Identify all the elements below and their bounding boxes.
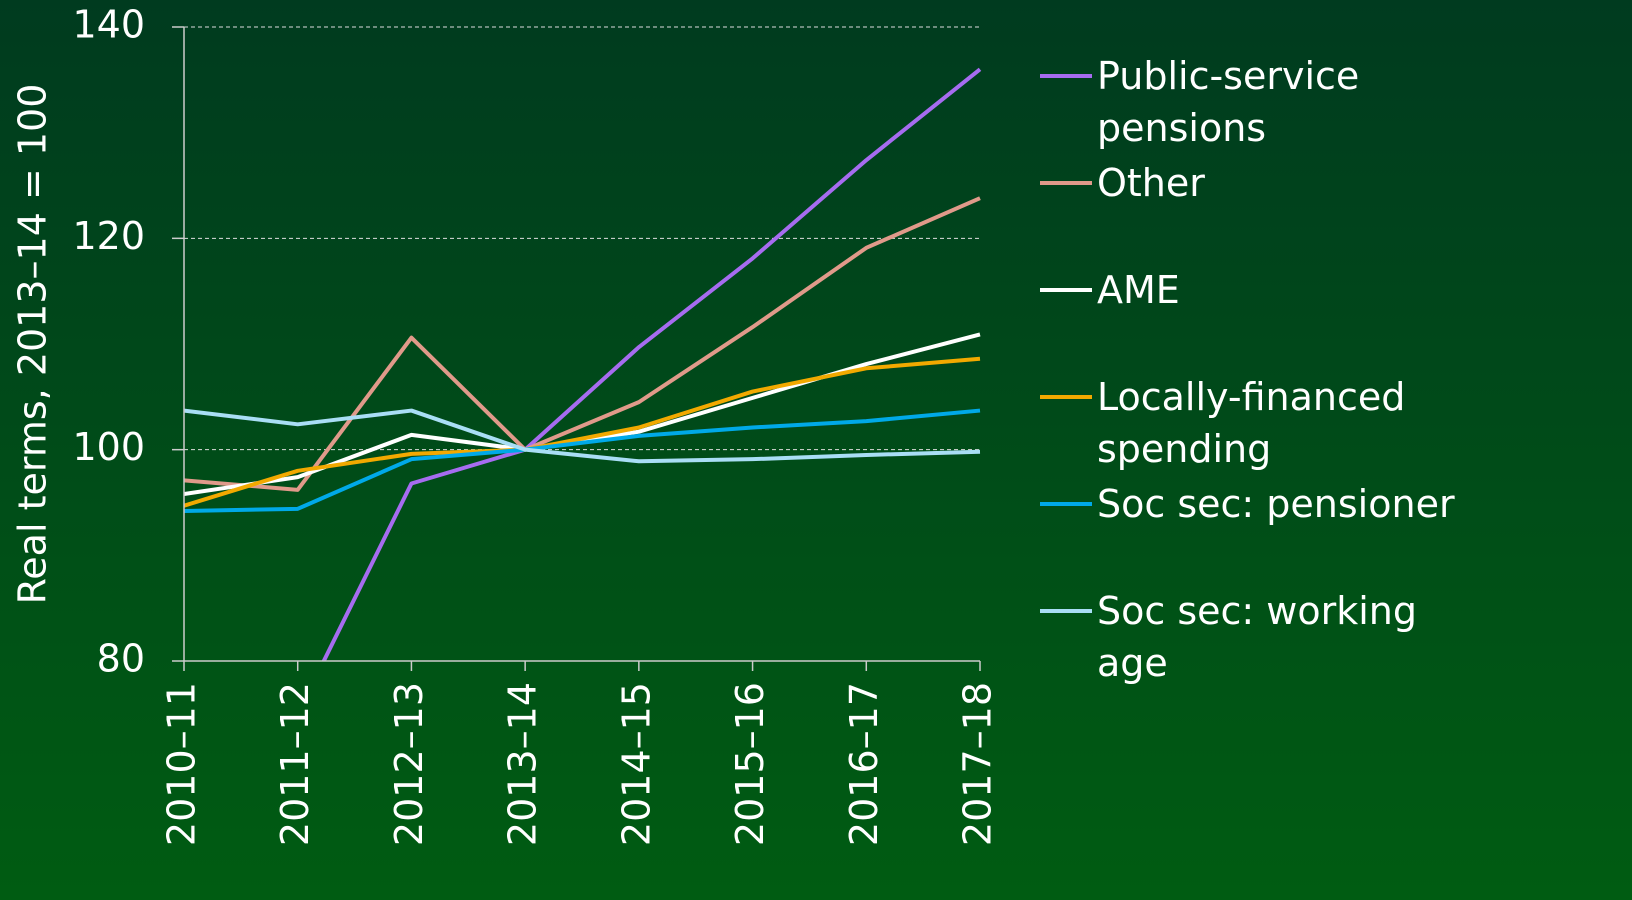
series-line [184,332,981,497]
x-tick-label: 2014–15 [614,682,658,846]
legend-label: Other [1097,161,1205,205]
legend-swatch [1040,181,1092,185]
x-tick-label: 2011–12 [273,682,317,846]
legend-swatch [1040,502,1092,506]
y-tick-label: 80 [97,637,145,681]
plot-lines [184,67,982,661]
x-tick-label: 2017–18 [956,682,1000,846]
y-tick-label: 120 [72,214,145,258]
x-tick-label: 2012–13 [387,682,431,846]
x-tick-label: 2016–17 [842,682,886,846]
legend-item: Soc sec: pensioner [1040,478,1600,530]
legend-label: Public-service pensions [1097,54,1360,150]
series-line [184,356,981,508]
x-tick-label: 2013–14 [501,682,545,846]
legend-swatch [1040,74,1092,78]
legend-swatch [1040,395,1092,399]
series-line [184,408,981,464]
y-axis-label: Real terms, 2013–14 = 100 [11,84,55,605]
legend-item: Soc sec: working age [1040,585,1600,689]
legend-label: Soc sec: working age [1097,589,1418,685]
y-tick-label: 100 [72,425,145,469]
grid [184,26,980,662]
legend-item: Other [1040,157,1600,209]
legend-swatch [1040,609,1092,613]
series-line [184,196,981,492]
legend-label: AME [1097,268,1180,312]
legend-swatch [1040,288,1092,292]
axes: 80 100 120 140 2010–11 2011–12 2012–13 2013–14 2… [72,3,999,847]
legend-label: Locally-financed spending [1097,375,1406,471]
legend-item: Locally-financed spending [1040,371,1600,475]
legend-item: AME [1040,264,1600,316]
legend-item: Public-service pensions [1040,50,1600,154]
y-tick-label: 140 [72,3,145,47]
series-line [321,67,982,661]
legend-label: Soc sec: pensioner [1097,482,1455,526]
series-line [184,408,981,513]
x-tick-label: 2015–16 [728,682,772,846]
x-tick-label: 2010–11 [160,682,204,846]
